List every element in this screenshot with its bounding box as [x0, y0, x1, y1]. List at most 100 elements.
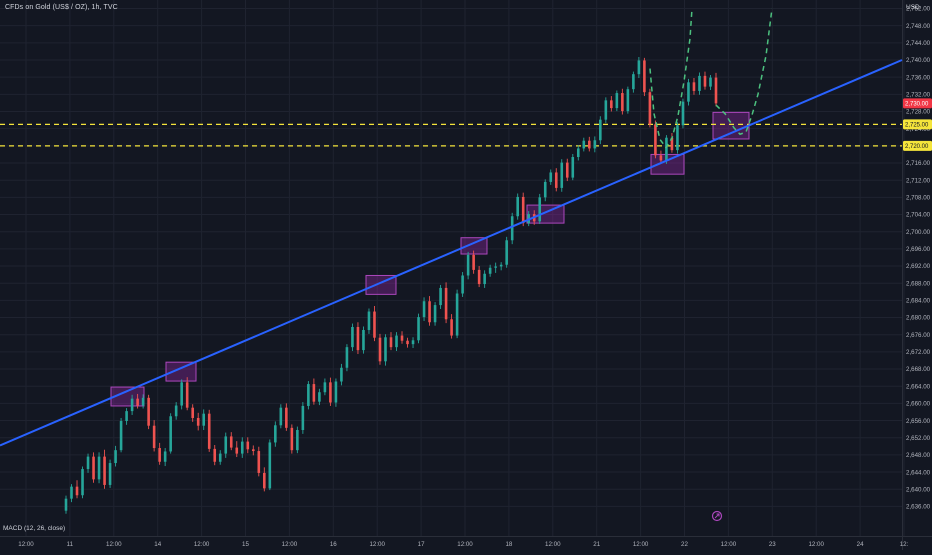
candle-body[interactable] — [676, 125, 679, 151]
candle-body[interactable] — [543, 181, 547, 198]
candle-body[interactable] — [659, 155, 663, 161]
candle-body[interactable] — [411, 340, 415, 345]
candle-body[interactable] — [615, 93, 619, 109]
price-tag[interactable] — [903, 140, 932, 151]
candle-body[interactable] — [362, 329, 365, 351]
candle-body[interactable] — [516, 196, 519, 217]
candle-body[interactable] — [97, 456, 101, 480]
candle-body[interactable] — [582, 140, 586, 149]
candle-body[interactable] — [169, 416, 172, 452]
candle-body[interactable] — [64, 498, 68, 511]
currency-label[interactable]: USD — [906, 4, 920, 11]
candle-body[interactable] — [224, 436, 228, 454]
candle-body[interactable] — [251, 449, 255, 452]
candle-body[interactable] — [240, 441, 244, 454]
candle-body[interactable] — [422, 301, 426, 318]
candle-body[interactable] — [229, 436, 233, 448]
candle-body[interactable] — [560, 162, 564, 188]
candle-body[interactable] — [488, 267, 492, 274]
candle-body[interactable] — [185, 382, 189, 408]
candle-body[interactable] — [455, 293, 459, 336]
candle-body[interactable] — [351, 326, 354, 348]
candle-body[interactable] — [356, 326, 360, 351]
candle-body[interactable] — [604, 100, 608, 120]
candle-body[interactable] — [345, 347, 349, 368]
candle-body[interactable] — [103, 456, 106, 485]
forecast-path[interactable] — [649, 8, 693, 149]
candle-body[interactable] — [670, 137, 674, 151]
candle-body[interactable] — [698, 75, 701, 91]
candle-body[interactable] — [466, 254, 470, 276]
candle-body[interactable] — [235, 447, 239, 454]
candle-body[interactable] — [119, 420, 123, 451]
candle-body[interactable] — [136, 398, 139, 406]
candle-body[interactable] — [202, 413, 206, 426]
candle-body[interactable] — [703, 75, 707, 87]
candle-body[interactable] — [323, 382, 327, 393]
candle-body[interactable] — [406, 340, 409, 345]
candle-body[interactable] — [318, 392, 321, 402]
candle-body[interactable] — [626, 89, 630, 112]
candle-body[interactable] — [218, 453, 222, 462]
candle-body[interactable] — [571, 157, 575, 178]
candle-body[interactable] — [384, 337, 387, 362]
candle-body[interactable] — [499, 264, 503, 267]
candle-body[interactable] — [81, 469, 84, 496]
candle-body[interactable] — [334, 381, 338, 403]
candle-body[interactable] — [593, 140, 597, 149]
candle-body[interactable] — [395, 335, 398, 348]
candle-body[interactable] — [588, 140, 591, 149]
candle-body[interactable] — [279, 407, 283, 426]
candle-body[interactable] — [274, 425, 277, 443]
candle-body[interactable] — [301, 405, 305, 430]
candle-body[interactable] — [428, 301, 431, 323]
candle-body[interactable] — [494, 266, 497, 268]
candle-body[interactable] — [329, 382, 332, 403]
candle-body[interactable] — [125, 411, 128, 421]
candle-body[interactable] — [92, 456, 95, 480]
candle-body[interactable] — [714, 77, 718, 104]
candle-body[interactable] — [213, 448, 217, 462]
candle-body[interactable] — [632, 74, 635, 90]
candle-body[interactable] — [207, 413, 211, 449]
candle-body[interactable] — [246, 441, 250, 450]
candle-body[interactable] — [191, 407, 194, 418]
candle-body[interactable] — [400, 335, 404, 341]
candle-body[interactable] — [554, 172, 558, 188]
candle-body[interactable] — [285, 407, 288, 428]
candle-body[interactable] — [444, 287, 448, 320]
candle-body[interactable] — [709, 77, 712, 87]
candle-body[interactable] — [621, 93, 624, 112]
candle-body[interactable] — [174, 405, 178, 417]
candle-body[interactable] — [307, 384, 310, 406]
candle-body[interactable] — [417, 317, 420, 341]
price-tag[interactable] — [903, 98, 932, 109]
candle-body[interactable] — [86, 456, 90, 470]
candle-body[interactable] — [108, 463, 112, 485]
candle-body[interactable] — [130, 398, 134, 412]
candle-body[interactable] — [141, 397, 145, 406]
candle-body[interactable] — [549, 172, 553, 182]
support-zone[interactable] — [165, 361, 197, 382]
candle-body[interactable] — [643, 60, 646, 93]
candle-body[interactable] — [450, 319, 453, 336]
candle-body[interactable] — [477, 269, 481, 285]
candle-body[interactable] — [158, 448, 161, 462]
symbol-title[interactable]: CFDs on Gold (US$ / OZ), 1h, TVC — [5, 4, 118, 11]
support-zone[interactable] — [110, 386, 145, 407]
candle-body[interactable] — [378, 337, 382, 362]
candle-body[interactable] — [483, 273, 486, 285]
candle-body[interactable] — [114, 450, 117, 464]
candle-body[interactable] — [505, 240, 508, 265]
candle-body[interactable] — [257, 451, 261, 473]
candle-body[interactable] — [599, 119, 602, 141]
candle-body[interactable] — [648, 92, 652, 125]
support-zone[interactable] — [526, 204, 565, 224]
candle-body[interactable] — [147, 397, 150, 426]
price-tag[interactable] — [903, 119, 932, 130]
candle-body[interactable] — [152, 425, 156, 449]
candle-body[interactable] — [433, 305, 437, 323]
candle-body[interactable] — [576, 148, 580, 158]
